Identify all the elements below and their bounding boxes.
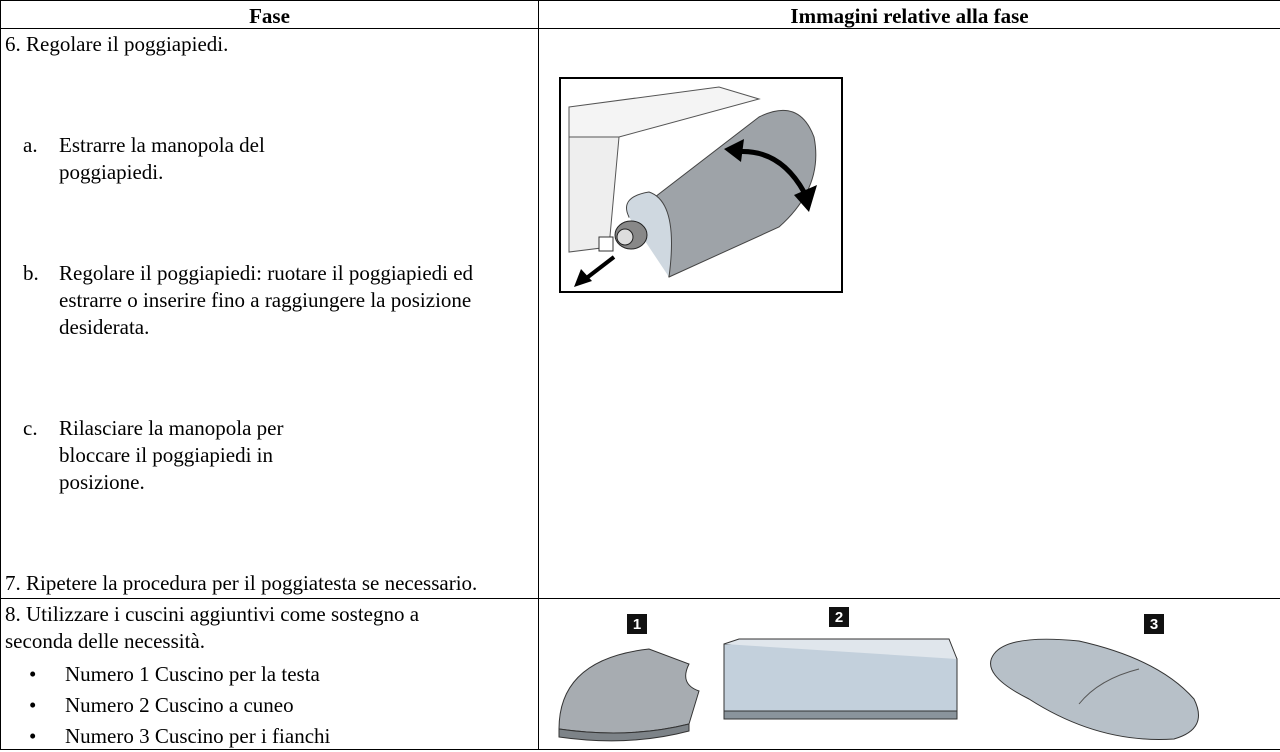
substep: a. Estrarre la manopola del poggiapiedi.	[23, 132, 534, 186]
header-cell: Fase	[1, 1, 539, 29]
step-cell: 8. Utilizzare i cuscini aggiuntivi come …	[1, 599, 539, 752]
footrest-illustration	[559, 77, 843, 293]
step-cell: 6. Regolare il poggiapiedi. a. Estrarre l…	[1, 29, 539, 599]
step-text: 7. Ripetere la procedura per il poggiate…	[5, 571, 478, 595]
substep-marker: b.	[23, 261, 39, 285]
cushion-item: Numero 3 Cuscino per i fianchi	[29, 721, 534, 752]
substep-text: Estrarre la manopola del poggiapiedi.	[59, 133, 265, 184]
substep: c. Rilasciare la manopola per bloccare il…	[23, 415, 534, 496]
header-cell: Immagini relative alla fase	[790, 4, 1029, 28]
cushions-illustration: 1 2 3	[558, 607, 1199, 742]
step-row: 6. Regolare il poggiapiedi. a. Estrarre l…	[1, 28, 1280, 599]
substep-marker: a.	[23, 133, 38, 157]
substep: b. Regolare il poggiapiedi: ruotare il po…	[23, 260, 534, 341]
image-label: 2	[835, 609, 843, 626]
image-cell: 1 2 3	[539, 599, 1280, 750]
substep-text: Regolare il poggiapiedi: ruotare il pogg…	[59, 261, 474, 339]
cushion-item: Numero 1 Cuscino per la testa	[29, 659, 534, 690]
step-text: 6. Regolare il poggiapiedi.	[5, 32, 229, 56]
substep-text: Rilasciare la manopola per bloccare il p…	[59, 416, 284, 494]
cushion-list: Numero 1 Cuscino per la testa Numero 2 C…	[5, 659, 534, 752]
image-label: 1	[633, 616, 641, 633]
header-row: Fase Immagini relative alla fase	[1, 0, 1280, 29]
substep-marker: c.	[23, 416, 38, 440]
cushion-item: Numero 2 Cuscino a cuneo	[29, 690, 534, 721]
step-row: 8. Utilizzare i cuscini aggiuntivi come …	[1, 598, 1280, 752]
step-text: 8. Utilizzare i cuscini aggiuntivi come …	[5, 602, 420, 653]
image-label: 3	[1150, 616, 1158, 633]
image-cell	[539, 29, 1280, 599]
